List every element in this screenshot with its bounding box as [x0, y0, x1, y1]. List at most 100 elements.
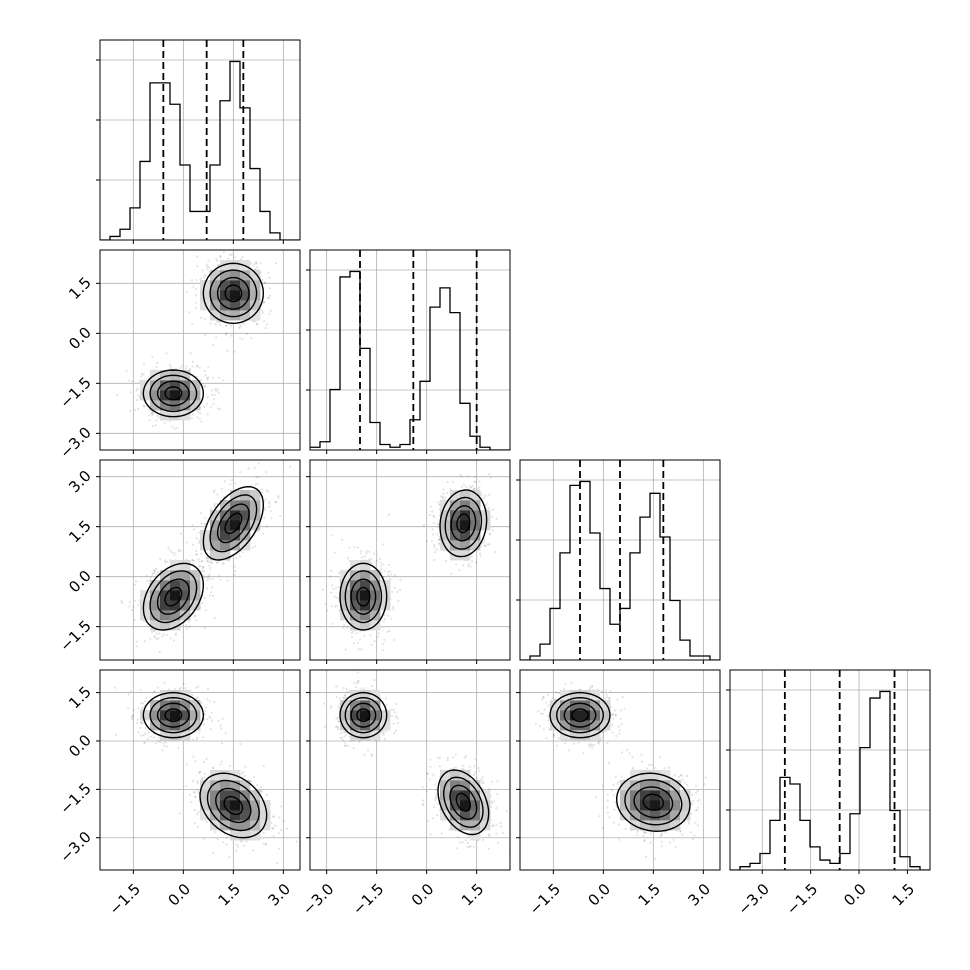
scatter-point — [219, 407, 222, 411]
scatter-point — [371, 684, 374, 688]
hist-frame-3 — [729, 669, 931, 871]
scatter-point — [165, 352, 168, 355]
scatter-point — [138, 726, 142, 730]
scatter-point — [239, 470, 242, 474]
scatter-point — [203, 317, 207, 321]
scatter-point — [361, 556, 364, 559]
scatter-point — [486, 502, 489, 505]
scatter-point — [261, 309, 264, 312]
density-cell — [450, 490, 461, 501]
scatter-point — [245, 332, 248, 335]
scatter-point — [265, 471, 268, 474]
scatter-point — [375, 559, 378, 563]
scatter-point — [359, 630, 362, 633]
scatter-point — [213, 488, 216, 492]
scatter-point — [383, 638, 386, 642]
scatter-point — [128, 605, 131, 608]
scatter-point — [174, 687, 177, 690]
density-cell — [240, 780, 251, 791]
scatter-point — [335, 717, 338, 720]
histogram-panel-0 — [96, 39, 301, 244]
density-cells — [140, 560, 201, 631]
scatter-point — [191, 559, 194, 562]
density-cell — [170, 730, 181, 741]
scatter-point — [169, 637, 172, 640]
density-cell — [210, 530, 221, 541]
contour-line-0 — [164, 386, 183, 401]
scatter-point — [241, 338, 244, 341]
scatter-point — [203, 773, 206, 776]
contour-line-1 — [216, 503, 250, 544]
density-cell — [240, 300, 251, 311]
scatter-point — [266, 323, 269, 326]
scatter-point — [201, 565, 204, 568]
scatter-point — [205, 821, 208, 824]
scatter-point — [436, 522, 439, 525]
scatter-point — [433, 515, 436, 518]
scatter-point — [252, 775, 256, 778]
scatter-point — [363, 555, 366, 558]
scatter-point — [277, 832, 280, 835]
scatter-point — [210, 389, 214, 392]
scatter-point — [143, 620, 146, 623]
scatter-point — [264, 508, 267, 511]
scatter-point — [155, 573, 158, 577]
density-cell — [200, 290, 211, 301]
scatter-point — [357, 641, 360, 645]
scatter-point — [392, 608, 395, 611]
density-cell — [230, 810, 241, 821]
density-cell — [140, 610, 151, 621]
density-cell — [220, 300, 231, 311]
scatter-point — [239, 324, 242, 327]
scatter-point — [233, 565, 236, 568]
scatter-point — [222, 251, 226, 254]
scatter-point — [245, 840, 248, 843]
scatter-point — [131, 608, 134, 612]
density-cell — [160, 610, 171, 621]
scatter-point — [155, 419, 158, 422]
scatter-point — [203, 385, 206, 388]
density-cell — [150, 590, 161, 601]
scatter-point — [342, 696, 345, 699]
scatter-point — [204, 609, 207, 612]
scatter-point — [399, 588, 402, 592]
scatter-point — [389, 570, 392, 573]
density-mode-12-1 — [439, 489, 491, 561]
density-cell — [180, 400, 191, 411]
scatter-point — [135, 640, 138, 644]
scatter-point — [257, 476, 260, 479]
scatter-point — [346, 626, 349, 629]
scatter-point — [386, 630, 389, 633]
scatter-point — [429, 505, 432, 508]
scatter-point — [151, 355, 154, 358]
density-cell — [200, 790, 211, 801]
scatter-point — [495, 517, 498, 521]
scatter-point — [350, 631, 353, 635]
contour-line-3 — [142, 691, 205, 739]
scatter-point — [150, 410, 153, 413]
scatter-point — [153, 569, 156, 572]
scatter-point — [234, 256, 237, 259]
density-cell — [150, 600, 161, 611]
scatter-point — [134, 599, 137, 602]
scatter-point — [174, 634, 177, 637]
scatter-point — [218, 376, 221, 379]
scatter-panel-0-1 — [96, 249, 301, 454]
scatter-point — [150, 630, 153, 634]
scatter-point — [367, 749, 370, 752]
scatter-point — [250, 336, 253, 339]
density-cell — [440, 540, 451, 551]
scatter-point — [494, 550, 497, 554]
density-cell — [230, 530, 241, 541]
scatter-point — [323, 725, 327, 728]
scatter-point — [267, 296, 271, 299]
scatter-point — [213, 504, 216, 507]
scatter-point — [347, 744, 350, 748]
scatter-point — [154, 690, 157, 693]
scatter-point — [214, 323, 217, 326]
density-cell — [360, 580, 371, 591]
scatter-point — [218, 574, 221, 577]
scatter-point — [206, 395, 209, 399]
scatter-point — [201, 601, 204, 605]
scatter-point — [219, 578, 222, 581]
